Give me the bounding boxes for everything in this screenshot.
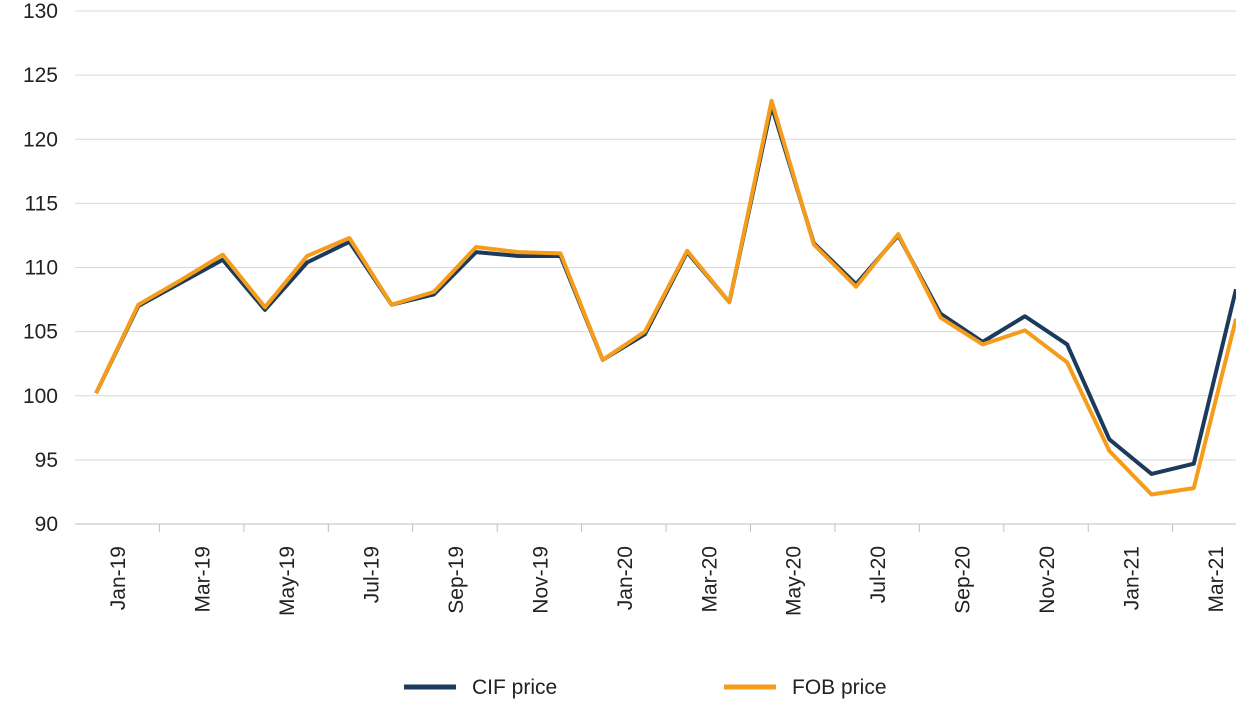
x-tick-label: Sep-19 [445,546,468,614]
x-tick-label: May-19 [276,546,299,616]
series-line [94,98,1236,497]
y-tick-label: 100 [23,385,58,408]
y-tick-label: 110 [25,257,58,280]
x-tick-label: May-20 [783,546,806,616]
x-tick-label: Mar-20 [698,546,721,613]
x-tick-label: Sep-20 [952,546,975,614]
y-tick-label: 95 [35,449,58,472]
x-tick-label: Jan-20 [614,546,637,610]
y-tick-label: 90 [35,513,58,536]
x-tick-label: Jan-21 [1120,546,1143,610]
x-tick-label: Jul-19 [361,546,384,603]
x-tick-label: Jul-20 [867,546,890,603]
y-tick-label: 125 [23,64,58,87]
legend-label: FOB price [792,676,887,699]
y-tick-label: 120 [23,128,58,151]
x-tick-label: Mar-21 [1205,546,1228,613]
x-tick-label: Jan-19 [107,546,130,610]
x-tick-label: Nov-19 [529,546,552,614]
x-tick-label: Mar-19 [192,546,215,613]
x-tick-label: Nov-20 [1036,546,1059,614]
y-tick-label: 115 [25,192,58,215]
y-tick-label: 130 [23,0,58,23]
legend-label: CIF price [472,676,557,699]
y-tick-label: 105 [23,321,58,344]
